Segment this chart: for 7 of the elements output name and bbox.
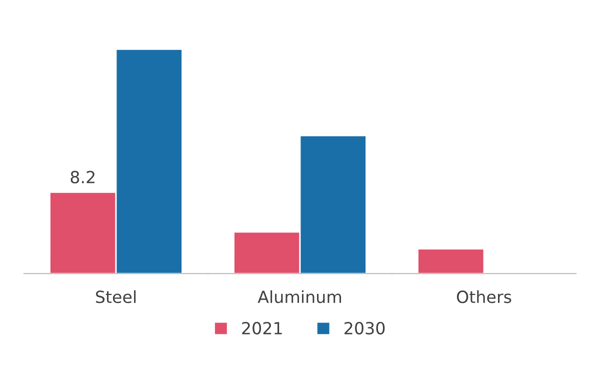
data-label: 8.2 xyxy=(70,170,94,184)
x-tick-label: Steel xyxy=(96,290,136,304)
legend-label: 2021 xyxy=(242,322,282,334)
x-tick-label: Aluminum xyxy=(258,290,341,304)
x-tick-label: Others xyxy=(456,290,512,304)
bar xyxy=(417,248,485,274)
legend-label: 2030 xyxy=(344,322,385,334)
